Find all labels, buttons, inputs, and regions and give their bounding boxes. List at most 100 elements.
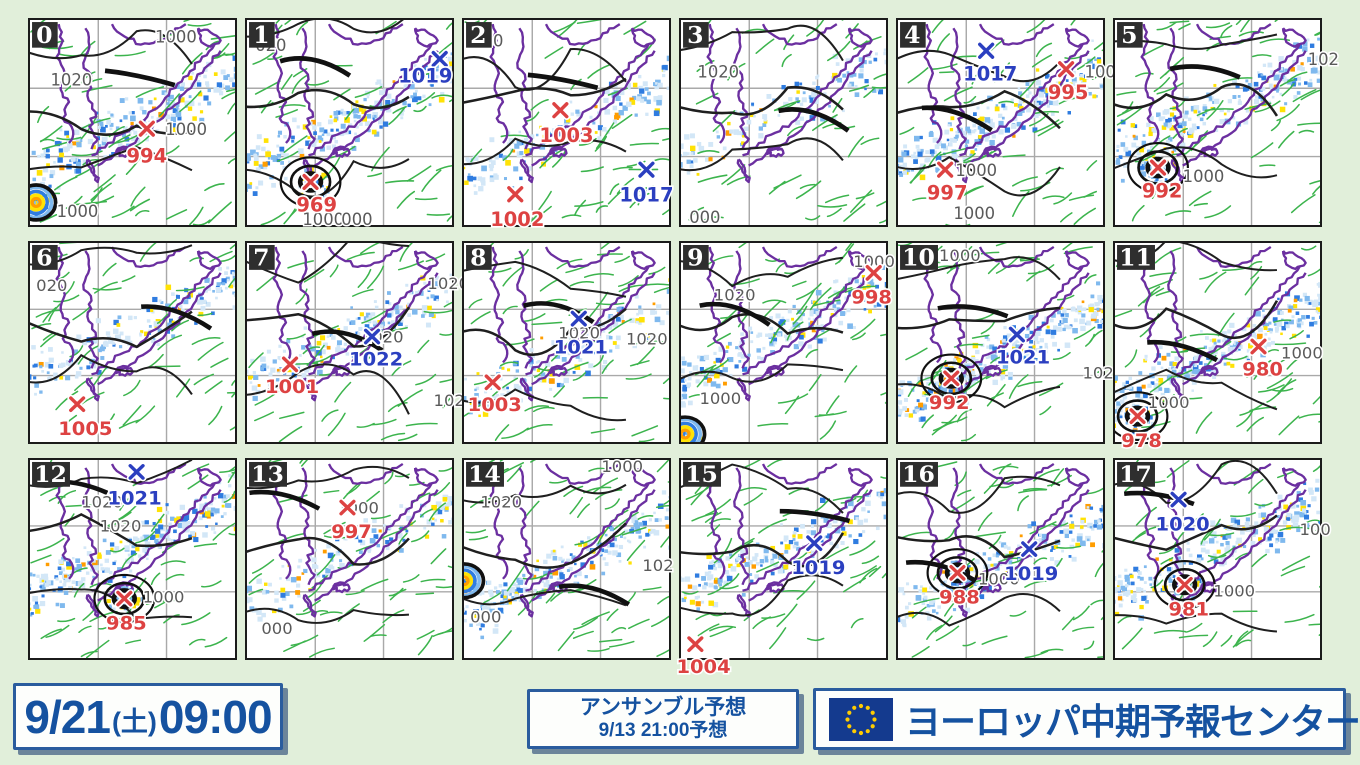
svg-text:997: 997 — [331, 521, 372, 544]
svg-text:1000: 1000 — [155, 28, 197, 47]
forecast-map-3: 1020 000 3 — [681, 20, 886, 228]
forecast-panel-11: 1000 1000 980 978 11 — [1113, 241, 1324, 454]
svg-text:1000: 1000 — [939, 246, 981, 265]
svg-text:7: 7 — [253, 245, 269, 272]
forecast-info-box: アンサンブル予想 9/13 21:00予想 — [527, 689, 799, 749]
svg-text:102: 102 — [1083, 364, 1114, 383]
svg-text:980: 980 — [1242, 358, 1283, 381]
svg-text:1021: 1021 — [554, 336, 608, 359]
svg-text:1003: 1003 — [539, 124, 593, 147]
svg-text:000: 000 — [470, 608, 501, 627]
svg-text:1017: 1017 — [619, 183, 673, 206]
svg-text:020: 020 — [36, 276, 67, 295]
svg-text:1020: 1020 — [714, 286, 756, 305]
svg-text:985: 985 — [106, 612, 147, 635]
svg-text:1020: 1020 — [1156, 513, 1210, 536]
svg-text:992: 992 — [929, 391, 970, 414]
eu-flag-icon — [829, 697, 893, 741]
svg-text:1019: 1019 — [791, 556, 845, 579]
svg-text:1003: 1003 — [468, 393, 522, 416]
svg-text:3: 3 — [687, 21, 703, 49]
svg-text:1021: 1021 — [107, 487, 161, 510]
svg-text:17: 17 — [1119, 462, 1152, 489]
svg-text:10: 10 — [902, 245, 935, 272]
svg-text:000: 000 — [689, 208, 720, 227]
svg-text:997: 997 — [927, 181, 968, 204]
svg-text:978: 978 — [1121, 429, 1162, 452]
forecast-panel-12: 1020 1020 1000 1021 985 12 — [28, 458, 237, 660]
svg-text:12: 12 — [34, 462, 67, 489]
svg-text:000: 000 — [341, 210, 372, 229]
forecast-map-6: 020 1005 6 — [30, 243, 235, 442]
svg-text:1000: 1000 — [955, 161, 997, 180]
valid-datetime-box: 9/21 (土) 09:00 — [13, 683, 283, 750]
svg-text:9: 9 — [687, 245, 703, 272]
svg-text:1020: 1020 — [480, 493, 522, 512]
svg-text:14: 14 — [468, 462, 501, 489]
forecast-panel-2: 0201003100210172 — [462, 18, 675, 233]
svg-text:995: 995 — [1048, 81, 1089, 104]
svg-text:1004: 1004 — [676, 655, 730, 678]
forecast-map-12: 1020 1020 1000 1021 985 12 — [30, 460, 235, 658]
source-name: ヨーロッパ中期予報センター — [905, 701, 1360, 742]
svg-text:100: 100 — [1300, 521, 1331, 540]
svg-text:1000: 1000 — [165, 120, 207, 139]
svg-text:1001: 1001 — [265, 376, 319, 399]
svg-text:1017: 1017 — [963, 62, 1017, 85]
forecast-panel-7: 1020 1020 1020 1022 1001 7 — [245, 241, 477, 444]
forecast-map-10: 1000 102 1021 992 10 — [898, 243, 1115, 442]
forecast-map-1: 020100000010199691 — [247, 20, 454, 231]
svg-text:1020: 1020 — [697, 62, 739, 81]
valid-time: 09:00 — [158, 690, 273, 743]
svg-text:1000: 1000 — [1213, 582, 1255, 601]
svg-text:11: 11 — [1119, 245, 1152, 272]
svg-text:1020: 1020 — [558, 324, 600, 343]
forecast-panel-17: 100 1000 1020 981 17 — [1113, 458, 1332, 660]
forecast-map-14: 1000 1020 102 000 14 — [464, 456, 675, 658]
svg-text:13: 13 — [251, 462, 284, 489]
svg-text:988: 988 — [939, 586, 980, 609]
forecast-map-15: 1019 1004 15 — [675, 460, 886, 679]
svg-text:1000: 1000 — [1183, 167, 1225, 186]
forecast-panel-6: 020 1005 6 — [28, 241, 237, 444]
svg-text:1002: 1002 — [490, 208, 544, 231]
svg-text:1000: 1000 — [1281, 344, 1323, 363]
svg-text:1: 1 — [253, 21, 269, 49]
svg-text:102: 102 — [642, 556, 673, 575]
svg-text:4: 4 — [904, 21, 920, 49]
forecast-panel-4: 1000 1000 1000 1017 995 997 4 — [896, 18, 1128, 227]
forecast-panel-10: 1000 102 1021 992 10 — [896, 241, 1115, 444]
svg-text:969: 969 — [296, 194, 337, 217]
svg-text:1019: 1019 — [398, 65, 452, 88]
forecast-panel-16: 1000 988 1019 16 — [896, 458, 1105, 660]
svg-text:1000: 1000 — [699, 389, 741, 408]
svg-text:1020: 1020 — [51, 71, 93, 90]
svg-text:6: 6 — [36, 245, 52, 272]
svg-text:102: 102 — [1308, 50, 1339, 69]
forecast-map-17: 100 1000 1020 981 17 — [1115, 460, 1332, 658]
svg-text:15: 15 — [685, 462, 718, 489]
forecast-panel-1: 020100000010199691 — [245, 18, 454, 231]
svg-text:1000: 1000 — [978, 570, 1020, 589]
forecast-panel-5: 102 1000 992 5 — [1113, 18, 1341, 227]
svg-text:1000: 1000 — [143, 588, 185, 607]
svg-text:8: 8 — [470, 245, 486, 272]
svg-text:1000: 1000 — [601, 457, 643, 476]
svg-text:1022: 1022 — [349, 348, 403, 371]
svg-text:0: 0 — [36, 21, 52, 49]
svg-text:000: 000 — [261, 620, 292, 639]
svg-text:1005: 1005 — [58, 417, 112, 440]
svg-text:1021: 1021 — [996, 346, 1050, 369]
valid-weekday: (土) — [111, 707, 157, 737]
forecast-panel-0: 1000 1020 1000 1000 994 0 — [28, 18, 237, 227]
forecast-map-9: 1000 1020 1000 998 9 — [681, 243, 896, 442]
svg-text:2: 2 — [470, 21, 486, 49]
svg-text:981: 981 — [1168, 598, 1209, 621]
svg-text:1020: 1020 — [626, 330, 668, 349]
svg-text:994: 994 — [127, 144, 168, 167]
